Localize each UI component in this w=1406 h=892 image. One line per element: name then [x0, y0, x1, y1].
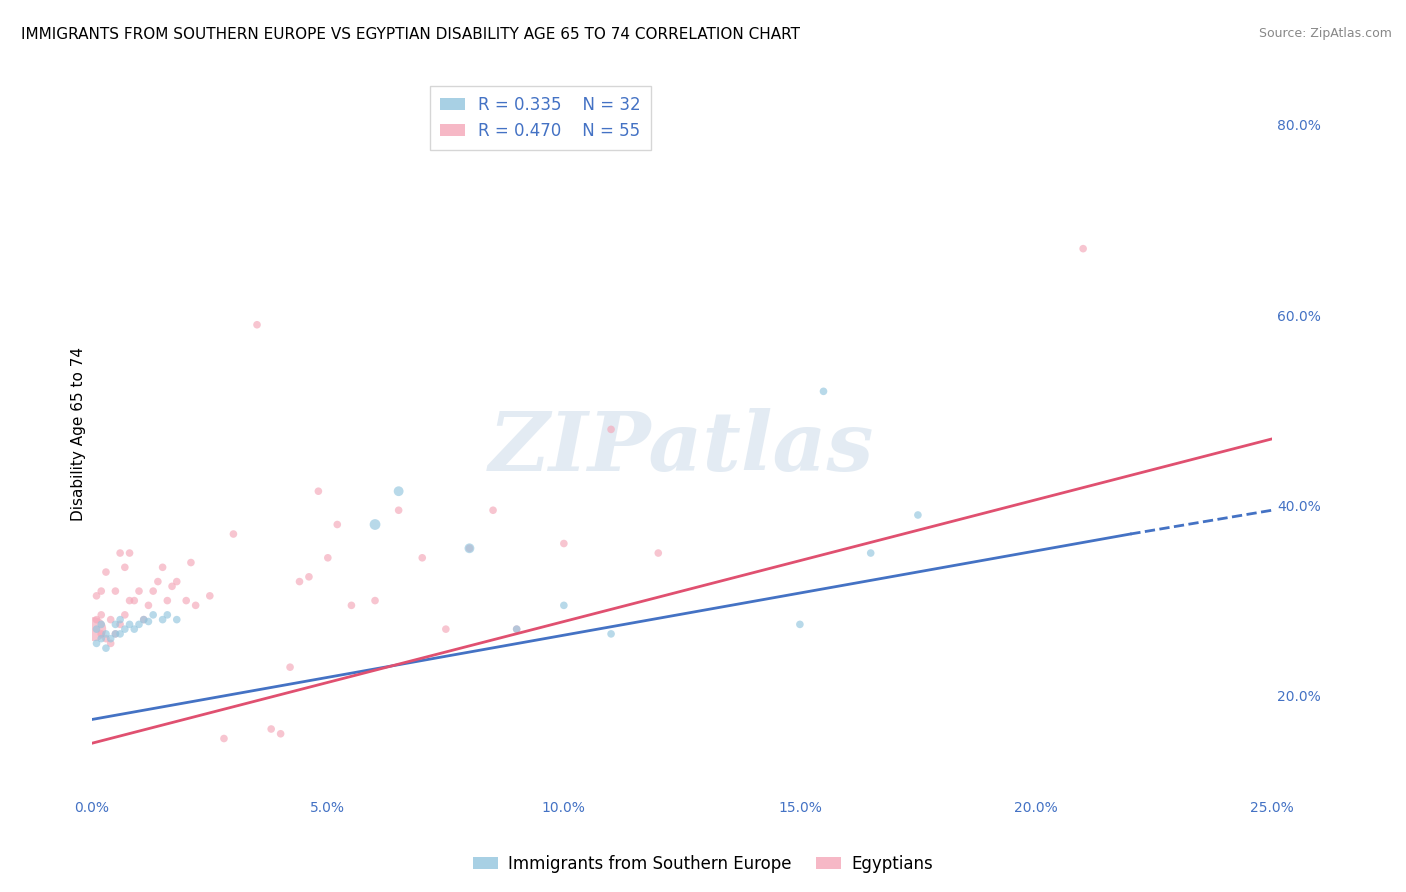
- Point: [505, 622, 527, 636]
- Point: [180, 556, 202, 570]
- Point: [118, 617, 141, 632]
- Y-axis label: Disability Age 65 to 74: Disability Age 65 to 74: [72, 347, 86, 521]
- Point: [108, 546, 131, 560]
- Point: [288, 574, 311, 589]
- Point: [340, 599, 363, 613]
- Point: [138, 615, 160, 629]
- Point: [388, 484, 411, 499]
- Point: [132, 613, 155, 627]
- Point: [411, 550, 433, 565]
- Point: [124, 593, 146, 607]
- Point: [388, 503, 411, 517]
- Point: [434, 622, 457, 636]
- Point: [246, 318, 269, 332]
- Point: [146, 574, 169, 589]
- Point: [100, 636, 122, 650]
- Point: [138, 599, 160, 613]
- Point: [128, 584, 150, 599]
- Point: [108, 617, 131, 632]
- Point: [458, 541, 481, 556]
- Point: [813, 384, 835, 399]
- Point: [307, 484, 329, 499]
- Point: [86, 613, 108, 627]
- Point: [86, 589, 108, 603]
- Point: [128, 617, 150, 632]
- Point: [104, 617, 127, 632]
- Point: [160, 579, 183, 593]
- Point: [142, 584, 165, 599]
- Point: [298, 570, 321, 584]
- Point: [152, 560, 174, 574]
- Point: [458, 541, 481, 556]
- Point: [118, 593, 141, 607]
- Point: [83, 622, 105, 636]
- Point: [108, 627, 131, 641]
- Point: [364, 517, 387, 532]
- Point: [86, 622, 108, 636]
- Point: [152, 613, 174, 627]
- Point: [364, 593, 387, 607]
- Point: [104, 627, 127, 641]
- Point: [553, 536, 575, 550]
- Point: [104, 584, 127, 599]
- Point: [198, 589, 221, 603]
- Point: [90, 584, 112, 599]
- Point: [1001, 798, 1024, 813]
- Point: [859, 546, 882, 560]
- Point: [166, 613, 188, 627]
- Point: [114, 607, 136, 622]
- Point: [270, 727, 292, 741]
- Point: [104, 627, 127, 641]
- Point: [114, 622, 136, 636]
- Point: [118, 546, 141, 560]
- Point: [326, 517, 349, 532]
- Point: [482, 503, 505, 517]
- Point: [1071, 242, 1094, 256]
- Point: [94, 565, 117, 579]
- Legend: Immigrants from Southern Europe, Egyptians: Immigrants from Southern Europe, Egyptia…: [467, 848, 939, 880]
- Point: [124, 622, 146, 636]
- Point: [90, 632, 112, 646]
- Point: [94, 632, 117, 646]
- Point: [100, 613, 122, 627]
- Point: [553, 599, 575, 613]
- Point: [789, 617, 811, 632]
- Point: [90, 607, 112, 622]
- Point: [94, 627, 117, 641]
- Text: ZIPatlas: ZIPatlas: [489, 409, 875, 489]
- Point: [132, 613, 155, 627]
- Point: [100, 632, 122, 646]
- Text: Source: ZipAtlas.com: Source: ZipAtlas.com: [1258, 27, 1392, 40]
- Point: [600, 422, 623, 436]
- Point: [212, 731, 235, 746]
- Point: [86, 636, 108, 650]
- Point: [94, 641, 117, 656]
- Point: [142, 607, 165, 622]
- Point: [316, 550, 339, 565]
- Text: IMMIGRANTS FROM SOUTHERN EUROPE VS EGYPTIAN DISABILITY AGE 65 TO 74 CORRELATION : IMMIGRANTS FROM SOUTHERN EUROPE VS EGYPT…: [21, 27, 800, 42]
- Point: [184, 599, 207, 613]
- Legend: R = 0.335    N = 32, R = 0.470    N = 55: R = 0.335 N = 32, R = 0.470 N = 55: [430, 86, 651, 150]
- Point: [278, 660, 301, 674]
- Point: [260, 722, 283, 736]
- Point: [174, 593, 197, 607]
- Point: [600, 627, 623, 641]
- Point: [505, 622, 527, 636]
- Point: [907, 508, 929, 522]
- Point: [90, 617, 112, 632]
- Point: [222, 527, 245, 541]
- Point: [156, 593, 179, 607]
- Point: [166, 574, 188, 589]
- Point: [647, 546, 669, 560]
- Point: [90, 627, 112, 641]
- Point: [156, 607, 179, 622]
- Point: [114, 560, 136, 574]
- Point: [108, 613, 131, 627]
